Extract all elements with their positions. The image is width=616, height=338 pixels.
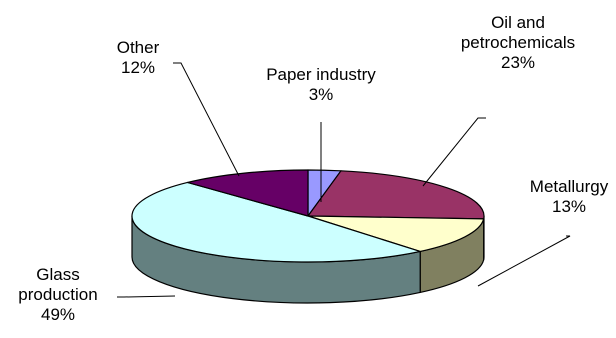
slice-label-line: Glass [36,265,79,284]
leader-lines [117,62,571,298]
slice-label-line: Metallurgy [530,177,609,196]
slice-label-oil-and-petrochemicals: Oil and petrochemicals 23% [461,13,575,72]
slice-label-line: Oil and [491,13,545,32]
pie-sides [131,215,485,304]
slice-label-glass-production: Glass production 49% [18,265,97,324]
slice-label-line: 23% [501,53,535,72]
leader-line-metallurgy [477,235,571,287]
slice-metallurgy [307,215,485,253]
slice-label-line: 13% [552,197,586,216]
slice-label-line: petrochemicals [461,33,575,52]
slice-label-line: 49% [41,305,75,324]
slice-label-metallurgy: Metallurgy 13% [530,177,609,216]
leader-line-glass-production [117,295,176,298]
slice-label-line: production [18,285,97,304]
slice-label-other: Other 12% [117,38,160,77]
slice-oil-and-petrochemicals [307,170,485,220]
slice-glass-production [131,181,421,263]
slice-label-line: Other [117,38,160,57]
leader-line-oil-and-petrochemicals [422,117,486,187]
leader-line-other [173,62,240,177]
slice-label-paper-industry: Paper industry 3% [266,65,376,104]
pie-tops [131,169,485,263]
slice-other [186,169,309,217]
slice-label-line: 12% [121,58,155,77]
slice-label-line: 3% [309,85,334,104]
slice-label-line: Paper industry [266,65,376,84]
slice-labels: Paper industry 3% Oil and petrochemicals 23%… [18,13,608,324]
